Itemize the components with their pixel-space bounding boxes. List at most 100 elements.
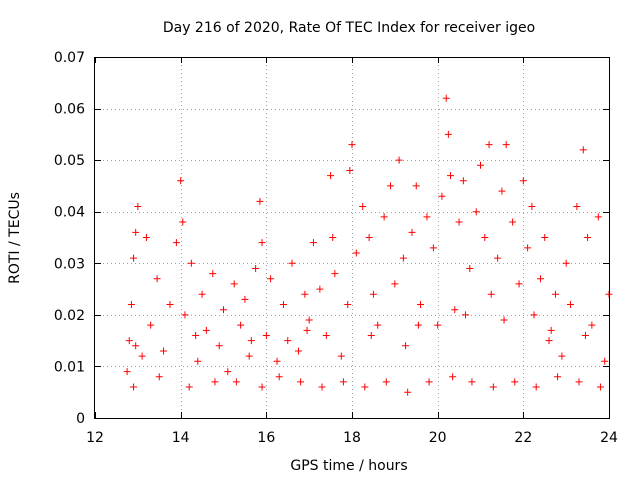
data-point bbox=[417, 301, 425, 309]
data-point bbox=[155, 373, 163, 381]
data-point bbox=[344, 301, 352, 309]
data-point bbox=[237, 321, 245, 329]
data-point bbox=[185, 383, 193, 391]
data-point bbox=[558, 352, 566, 360]
data-point bbox=[532, 383, 540, 391]
data-point bbox=[500, 316, 508, 324]
data-point bbox=[258, 239, 266, 247]
data-point bbox=[575, 378, 583, 386]
data-point bbox=[511, 378, 519, 386]
data-point bbox=[273, 357, 281, 365]
data-point bbox=[224, 368, 232, 376]
data-point bbox=[472, 208, 480, 216]
data-point bbox=[554, 373, 562, 381]
data-point bbox=[220, 306, 227, 314]
data-point bbox=[179, 218, 187, 226]
data-point bbox=[181, 311, 189, 319]
x-tick-label: 24 bbox=[600, 430, 618, 446]
data-point bbox=[127, 301, 135, 309]
data-point bbox=[166, 301, 174, 309]
data-point bbox=[309, 239, 317, 247]
x-tick-label: 22 bbox=[514, 430, 532, 446]
y-tick-label: 0.03 bbox=[54, 256, 85, 272]
data-point bbox=[487, 290, 495, 298]
data-point bbox=[530, 311, 538, 319]
data-point bbox=[382, 378, 390, 386]
data-point bbox=[288, 259, 296, 267]
data-point bbox=[494, 254, 502, 262]
data-point bbox=[318, 383, 326, 391]
data-point bbox=[477, 161, 484, 169]
data-point bbox=[138, 352, 146, 360]
data-point bbox=[361, 383, 369, 391]
x-tick-label: 18 bbox=[343, 430, 361, 446]
data-point bbox=[566, 301, 574, 309]
data-point bbox=[365, 234, 373, 241]
data-point bbox=[352, 249, 360, 257]
y-tick-label: 0.01 bbox=[54, 359, 85, 375]
data-point bbox=[294, 347, 302, 355]
x-tick-label: 14 bbox=[172, 430, 190, 446]
data-point bbox=[404, 388, 412, 396]
data-point bbox=[408, 228, 416, 236]
data-point bbox=[541, 234, 549, 241]
data-point bbox=[211, 378, 219, 386]
y-tick-label: 0.02 bbox=[54, 308, 85, 324]
data-point bbox=[367, 331, 375, 339]
data-point bbox=[279, 301, 287, 309]
data-point bbox=[132, 228, 140, 236]
data-point bbox=[438, 192, 446, 200]
data-point bbox=[459, 177, 467, 185]
data-point bbox=[485, 141, 493, 149]
data-point bbox=[297, 378, 305, 386]
data-point bbox=[447, 172, 455, 180]
data-point bbox=[125, 337, 133, 345]
data-point bbox=[123, 368, 131, 376]
data-point bbox=[489, 383, 497, 391]
data-point bbox=[331, 270, 339, 278]
data-point bbox=[584, 234, 592, 241]
data-point bbox=[412, 182, 420, 190]
data-point bbox=[380, 213, 388, 221]
data-point bbox=[423, 213, 431, 221]
data-point bbox=[198, 290, 206, 298]
data-point bbox=[209, 270, 217, 278]
chart-title: Day 216 of 2020, Rate Of TEC Index for r… bbox=[163, 20, 535, 36]
data-point bbox=[327, 172, 335, 180]
data-point bbox=[258, 383, 266, 391]
data-point bbox=[232, 378, 240, 386]
data-point bbox=[551, 290, 559, 298]
data-point bbox=[256, 197, 264, 205]
data-point bbox=[429, 244, 437, 252]
data-point bbox=[329, 234, 337, 241]
data-point bbox=[187, 259, 195, 267]
x-tick-label: 20 bbox=[429, 430, 447, 446]
data-point bbox=[322, 331, 330, 339]
data-point bbox=[252, 264, 260, 272]
data-point bbox=[387, 182, 395, 190]
y-tick-label: 0.06 bbox=[54, 102, 85, 118]
data-point bbox=[528, 203, 536, 211]
data-point bbox=[581, 331, 589, 339]
x-tick-label: 16 bbox=[257, 430, 275, 446]
data-point bbox=[275, 373, 283, 381]
data-point bbox=[594, 213, 602, 221]
data-point bbox=[451, 306, 459, 314]
axis-layer: 12 14 16 18 20 22 24 0 0.01 0.02 0.03 0.04 0.05 0.06 0… bbox=[54, 50, 618, 446]
data-point bbox=[579, 146, 587, 154]
data-point bbox=[395, 156, 403, 164]
y-tick-label: 0 bbox=[76, 411, 85, 427]
data-point bbox=[132, 342, 140, 350]
data-point bbox=[245, 352, 253, 360]
data-point bbox=[519, 177, 527, 185]
data-point bbox=[545, 337, 553, 345]
data-point bbox=[444, 130, 452, 138]
data-point bbox=[192, 331, 200, 339]
data-point bbox=[498, 187, 506, 195]
data-points bbox=[123, 94, 613, 396]
data-point bbox=[284, 337, 292, 345]
data-point bbox=[172, 239, 180, 247]
data-point bbox=[316, 285, 324, 293]
data-point bbox=[339, 378, 347, 386]
